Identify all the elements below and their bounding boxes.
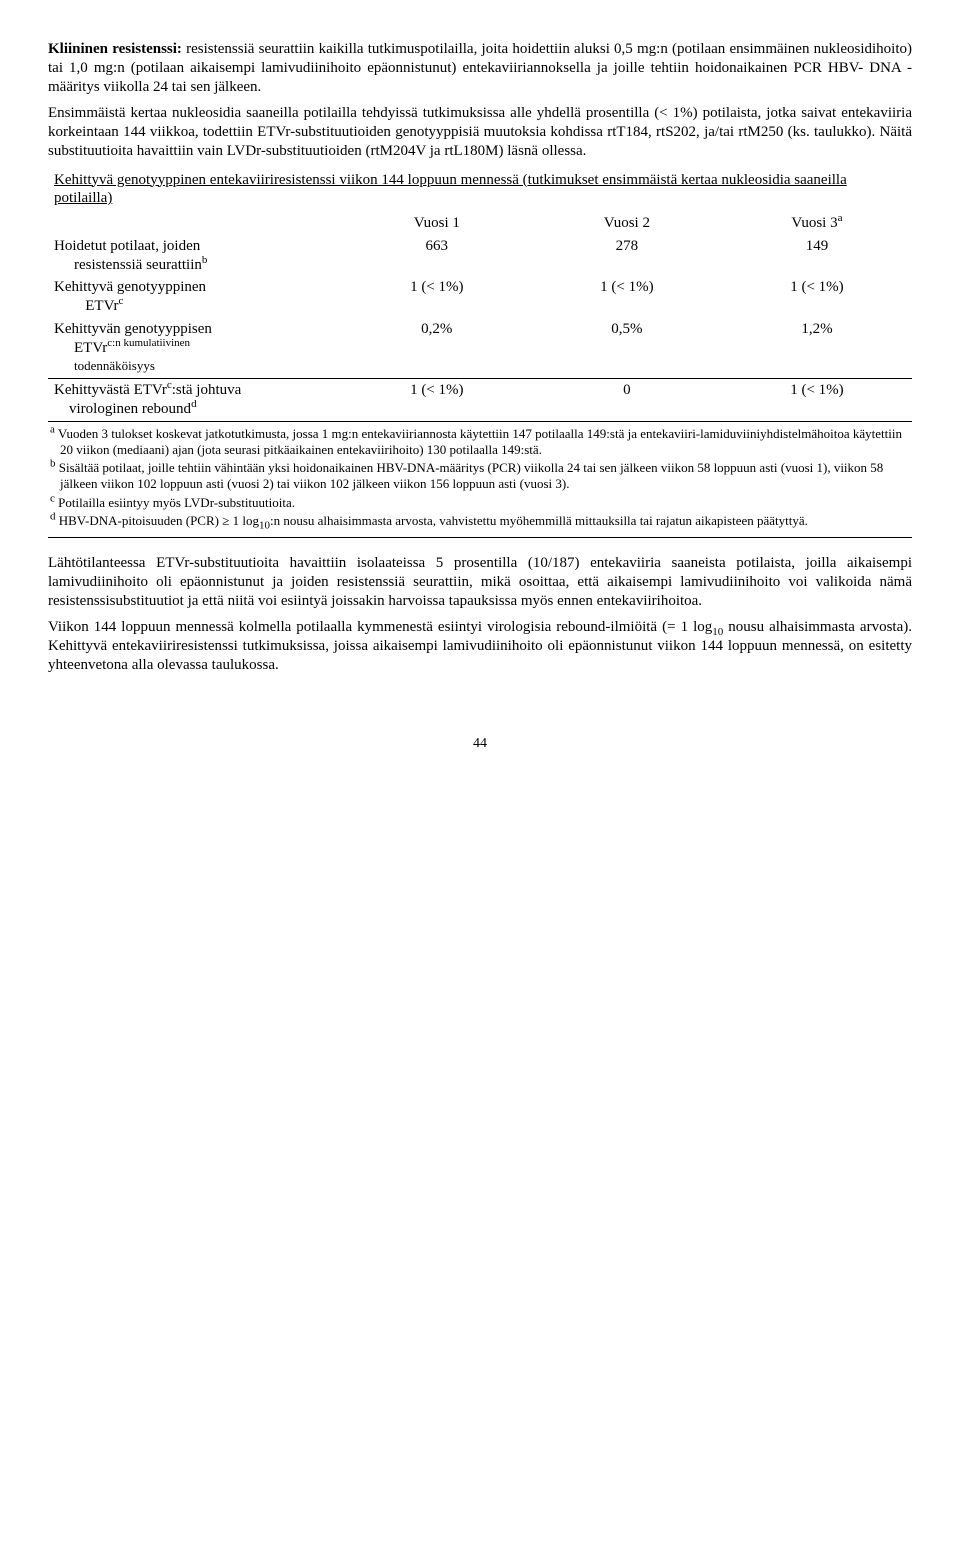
cell: 0,2% [342,318,532,379]
footnote-b: b Sisältää potilaat, joille tehtiin vähi… [50,460,910,493]
paragraph-intro-1: Kliininen resistenssi: resistenssiä seur… [48,40,912,96]
cell: 1 (< 1%) [722,276,912,318]
cell: 0,5% [532,318,722,379]
table-header-y1: Vuosi 1 [342,212,532,235]
cell: 1 (< 1%) [342,379,532,421]
page-number: 44 [48,735,912,753]
cell: 149 [722,235,912,277]
row-label: Kehittyvä genotyyppinen ETVrc [48,276,342,318]
cell: 1 (< 1%) [532,276,722,318]
table-title: Kehittyvä genotyyppinen entekaviiriresis… [48,169,912,213]
footnote-d: d HBV-DNA-pitoisuuden (PCR) ≥ 1 log10:n … [50,513,910,529]
footnote-c: c Potilailla esiintyy myös LVDr-substitu… [50,495,910,511]
cell: 1,2% [722,318,912,379]
row-label: Kehittyvästä ETVrc:stä johtuva virologin… [48,379,342,421]
paragraph-intro-2: Ensimmäistä kertaa nukleosidia saaneilla… [48,104,912,160]
footnote-a: a Vuoden 3 tulokset koskevat jatkotutkim… [50,426,910,459]
table-header-y3: Vuosi 3a [722,212,912,235]
row-label: Kehittyvän genotyyppisen ETVrc:n kumulat… [48,318,342,379]
row-label: Hoidetut potilaat, joiden resistenssiä s… [48,235,342,277]
paragraph-outro-1: Lähtötilanteessa ETVr-substituutioita ha… [48,554,912,610]
lead-label: Kliininen resistenssi: [48,41,182,57]
table-header-y2: Vuosi 2 [532,212,722,235]
paragraph-outro-2: Viikon 144 loppuun mennessä kolmella pot… [48,618,912,674]
table-footnotes: a Vuoden 3 tulokset koskevat jatkotutkim… [48,421,912,539]
cell: 1 (< 1%) [342,276,532,318]
cell: 278 [532,235,722,277]
table-header-empty [48,212,342,235]
cell: 1 (< 1%) [722,379,912,421]
cell: 663 [342,235,532,277]
cell: 0 [532,379,722,421]
resistance-table: Kehittyvä genotyyppinen entekaviiriresis… [48,169,912,421]
